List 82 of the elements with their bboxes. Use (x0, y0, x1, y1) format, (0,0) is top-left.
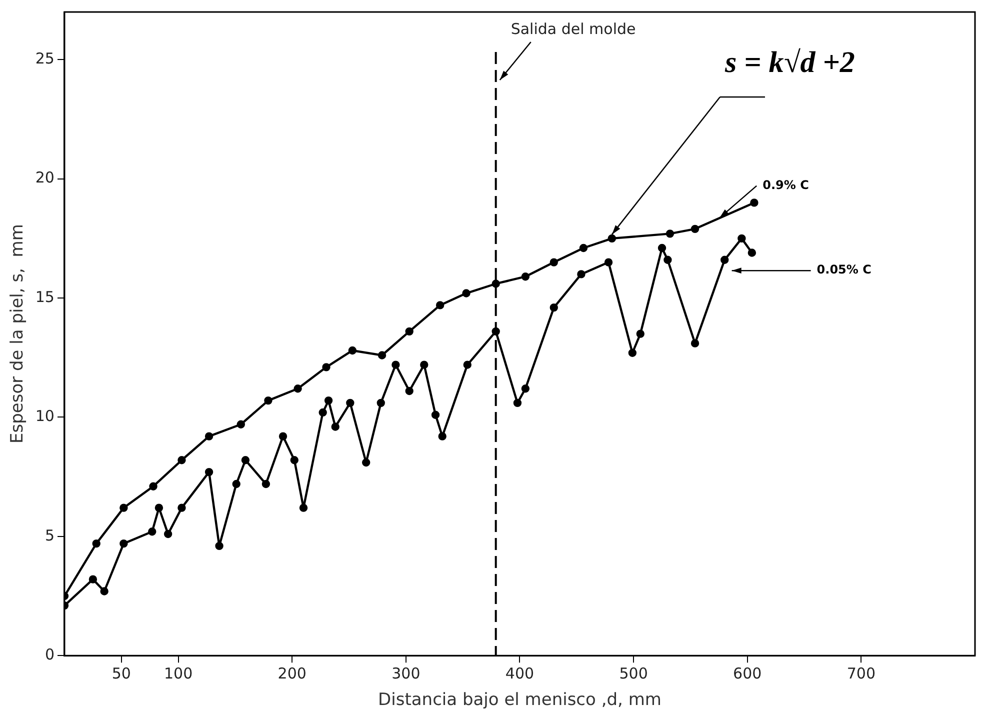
x-tick-label: 600 (733, 664, 762, 682)
point (738, 234, 746, 243)
point (690, 339, 700, 348)
point (120, 539, 128, 548)
point (178, 456, 186, 464)
point (690, 224, 700, 234)
point (236, 420, 245, 428)
point (405, 386, 414, 396)
point (322, 363, 330, 372)
point (348, 346, 357, 355)
point (720, 256, 729, 264)
y-tick-label: 25 (35, 50, 54, 68)
point (154, 504, 164, 512)
point (521, 272, 530, 281)
x-tick-label: 700 (846, 664, 876, 682)
point (579, 244, 588, 252)
point (318, 408, 327, 417)
point (521, 384, 530, 393)
point (204, 468, 214, 476)
point (262, 480, 270, 488)
point (748, 248, 756, 257)
point (658, 244, 666, 252)
x-tick-label: 100 (164, 664, 193, 682)
point (120, 504, 128, 512)
annotation: s = k√d +2 (724, 46, 855, 79)
x-tick-label: 200 (278, 664, 306, 682)
series-label: 0.9% C (762, 178, 810, 192)
y-tick-label: 5 (44, 526, 54, 544)
x-tick-label: 400 (505, 664, 534, 682)
point (232, 480, 240, 488)
y-tick-label: 15 (35, 288, 54, 306)
point (420, 360, 428, 369)
point (346, 398, 354, 408)
point (431, 410, 440, 419)
y-axis-title: Espesor de la piel, s, mm (8, 224, 28, 444)
point (664, 256, 672, 264)
point (376, 398, 385, 408)
point (666, 230, 674, 238)
point (299, 504, 308, 512)
point (550, 303, 558, 312)
point (628, 348, 637, 357)
point (513, 398, 522, 408)
point (204, 432, 214, 440)
text: 0.05% C (816, 262, 872, 277)
point (178, 504, 186, 512)
y-tick-label: 10 (35, 407, 54, 426)
point (550, 258, 558, 266)
point (149, 482, 158, 490)
point (636, 330, 644, 338)
point (331, 422, 340, 431)
point (405, 327, 414, 336)
point (278, 432, 288, 440)
point (324, 396, 333, 405)
point (750, 198, 758, 207)
point (378, 351, 386, 360)
y-tick-label: 0 (44, 645, 54, 664)
x-tick-label: 500 (619, 664, 648, 682)
ref-line-label: Salida del molde (510, 20, 636, 38)
point (215, 542, 224, 550)
point (577, 270, 586, 278)
point (88, 575, 98, 584)
point (148, 528, 156, 536)
point (100, 587, 108, 596)
x-tick-label: 300 (392, 664, 420, 682)
point (462, 289, 470, 298)
point (438, 432, 446, 440)
point (164, 530, 172, 538)
point (463, 360, 472, 369)
point (264, 396, 272, 405)
point (362, 458, 370, 467)
point (604, 258, 613, 266)
point (92, 539, 100, 548)
point (492, 280, 500, 288)
point (608, 234, 616, 243)
x-axis-title: Distancia bajo el menisco ,d, mm (378, 690, 662, 710)
point (241, 456, 250, 464)
point (294, 384, 302, 393)
point (290, 456, 298, 464)
x-tick-label: 50 (112, 664, 131, 682)
point (392, 360, 400, 369)
point (436, 301, 444, 310)
y-tick-label: 20 (35, 168, 54, 187)
